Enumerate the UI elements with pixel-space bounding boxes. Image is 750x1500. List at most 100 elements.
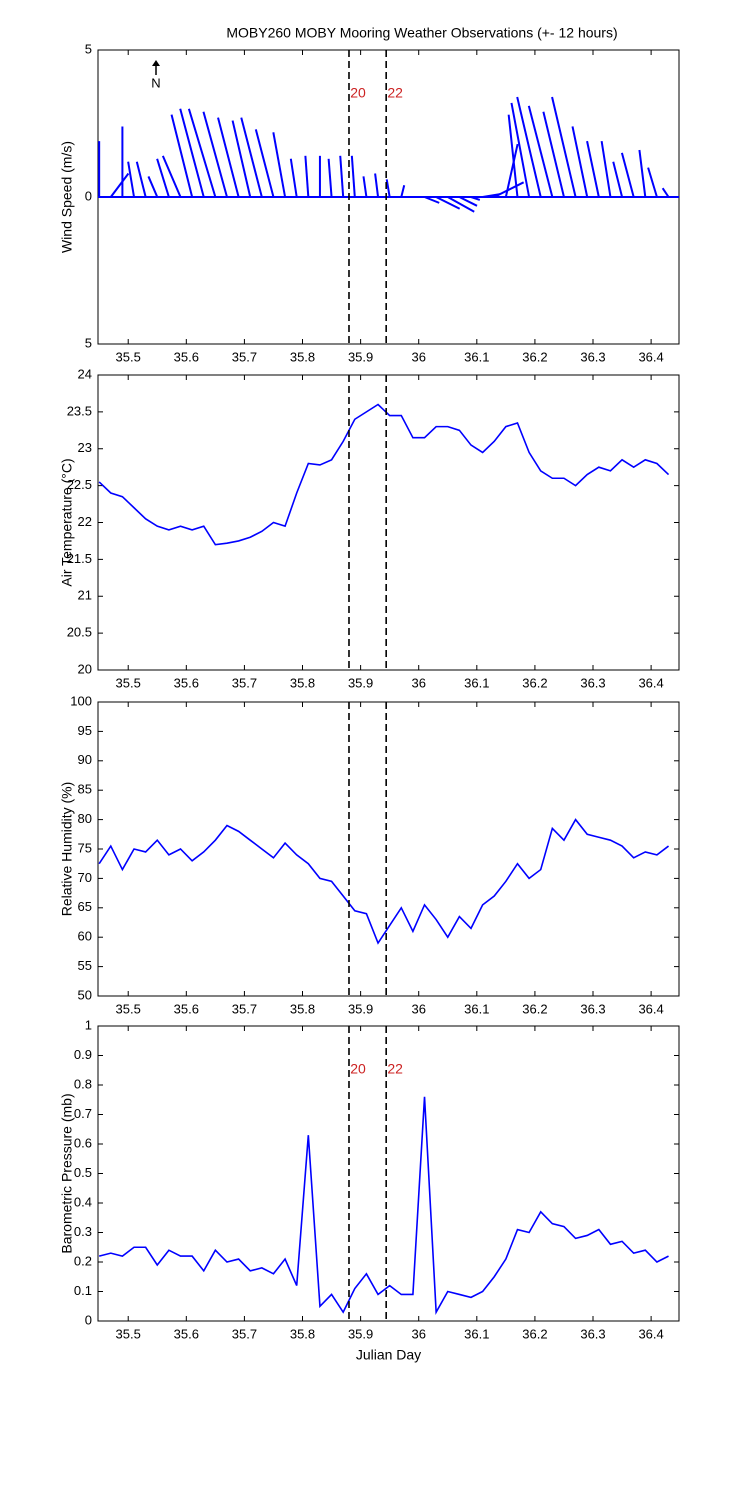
x-tick-label: 36 [411, 675, 425, 690]
y-tick-label: 95 [78, 723, 92, 738]
y-tick-label: 22 [78, 514, 92, 529]
wind-stick [542, 111, 565, 198]
y-tick-label: 0.7 [74, 1106, 92, 1121]
y-tick-label: 0.6 [74, 1135, 92, 1150]
y-tick-label: 24 [78, 366, 92, 381]
wind-stick [507, 114, 519, 198]
y-tick-label: 0.5 [74, 1165, 92, 1180]
x-tick-label: 36.2 [522, 349, 547, 364]
x-tick-label: 35.5 [116, 675, 141, 690]
y-tick-label: 80 [78, 811, 92, 826]
wind-stick [516, 96, 542, 198]
x-tick-label: 36.2 [522, 1001, 547, 1016]
y-tick-label: 20.5 [67, 625, 92, 640]
x-tick-label: 35.8 [290, 1326, 315, 1341]
x-tick-label: 35.6 [174, 1001, 199, 1016]
x-tick-label: 35.7 [232, 349, 257, 364]
x-tick-label: 35.8 [290, 1001, 315, 1016]
x-tick-label: 35.9 [348, 1326, 373, 1341]
y-tick-label: 50 [78, 987, 92, 1002]
wind-stick [240, 117, 263, 198]
x-tick-label: 36.1 [464, 675, 489, 690]
y-tick-label: 0.2 [74, 1253, 92, 1268]
x-tick-label: 36 [411, 1326, 425, 1341]
y-tick-label: 60 [78, 929, 92, 944]
plot-frame [97, 701, 680, 997]
y-tick-label: 0.1 [74, 1283, 92, 1298]
x-tick-label: 35.5 [116, 1001, 141, 1016]
wind-stick [109, 172, 130, 198]
y-tick-label: 90 [78, 752, 92, 767]
wind-stick [661, 187, 670, 198]
north-label: N [151, 75, 160, 90]
y-tick-label: 0.8 [74, 1076, 92, 1091]
x-tick-label: 36.1 [464, 349, 489, 364]
y-tick-label: 20 [78, 661, 92, 676]
wind-stick [147, 176, 159, 198]
x-tick-label: 36.4 [638, 1326, 663, 1341]
y-tick-label: 65 [78, 899, 92, 914]
wind-stick [647, 167, 658, 198]
wind-stick [289, 158, 298, 198]
x-tick-label: 35.5 [116, 349, 141, 364]
y-tick-label: 1 [85, 1017, 92, 1032]
x-tick-label: 36.4 [638, 675, 663, 690]
wind-stick [156, 158, 170, 198]
wind-stick [571, 126, 589, 198]
wind-stick [586, 140, 600, 198]
wind-stick [510, 102, 531, 198]
wind-stick [217, 117, 240, 198]
wind-stick [170, 114, 194, 198]
y-tick-label: 23.5 [67, 403, 92, 418]
wind-stick [135, 161, 147, 198]
wind-stick [202, 111, 228, 198]
x-tick-label: 36.2 [522, 1326, 547, 1341]
x-tick-label: 36.2 [522, 675, 547, 690]
wind-stick [350, 155, 356, 198]
wind-stick [527, 105, 554, 198]
y-tick-label: 55 [78, 958, 92, 973]
y-axis-label: Barometric Pressure (mb) [59, 1093, 75, 1253]
x-tick-label: 36.1 [464, 1001, 489, 1016]
wind-stick [187, 108, 217, 198]
y-tick-label: 0.4 [74, 1194, 92, 1209]
y-tick-label: 85 [78, 782, 92, 797]
y-tick-label: 21.5 [67, 551, 92, 566]
wind-stick [493, 181, 525, 198]
x-tick-label: 35.6 [174, 349, 199, 364]
y-tick-label: 22.5 [67, 477, 92, 492]
wind-stick [254, 129, 275, 198]
y-tick-label: 0 [85, 1312, 92, 1327]
y-axis-label: Wind Speed (m/s) [59, 141, 75, 253]
wind-stick [272, 132, 287, 198]
x-tick-label: 36.4 [638, 349, 663, 364]
time-marker-label: 20 [350, 1061, 366, 1077]
x-tick-label: 35.6 [174, 1326, 199, 1341]
time-marker-label: 20 [350, 85, 366, 101]
y-tick-label: 0.3 [74, 1224, 92, 1239]
chart-title: MOBY260 MOBY Mooring Weather Observation… [226, 25, 617, 41]
data-line [98, 818, 670, 945]
x-tick-label: 36.3 [580, 675, 605, 690]
wind-stick [551, 96, 577, 198]
wind-stick [620, 152, 635, 198]
wind-stick [327, 158, 333, 198]
x-tick-label: 35.7 [232, 675, 257, 690]
x-tick-label: 35.6 [174, 675, 199, 690]
wind-stick [612, 161, 624, 198]
plot-frame [97, 374, 680, 671]
time-marker-label: 22 [387, 85, 403, 101]
x-tick-label: 35.7 [232, 1001, 257, 1016]
x-tick-label: 35.5 [116, 1326, 141, 1341]
wind-stick [600, 140, 612, 198]
time-marker-label: 22 [387, 1061, 403, 1077]
wind-stick [638, 149, 647, 198]
data-line [98, 1096, 669, 1315]
y-tick-label: 0 [85, 188, 92, 203]
y-tick-label: 100 [70, 693, 92, 708]
wind-stick [161, 155, 182, 198]
y-tick-label: 5 [85, 41, 92, 56]
wind-stick [504, 143, 519, 198]
wind-stick [470, 196, 481, 201]
wind-stick [400, 184, 406, 198]
